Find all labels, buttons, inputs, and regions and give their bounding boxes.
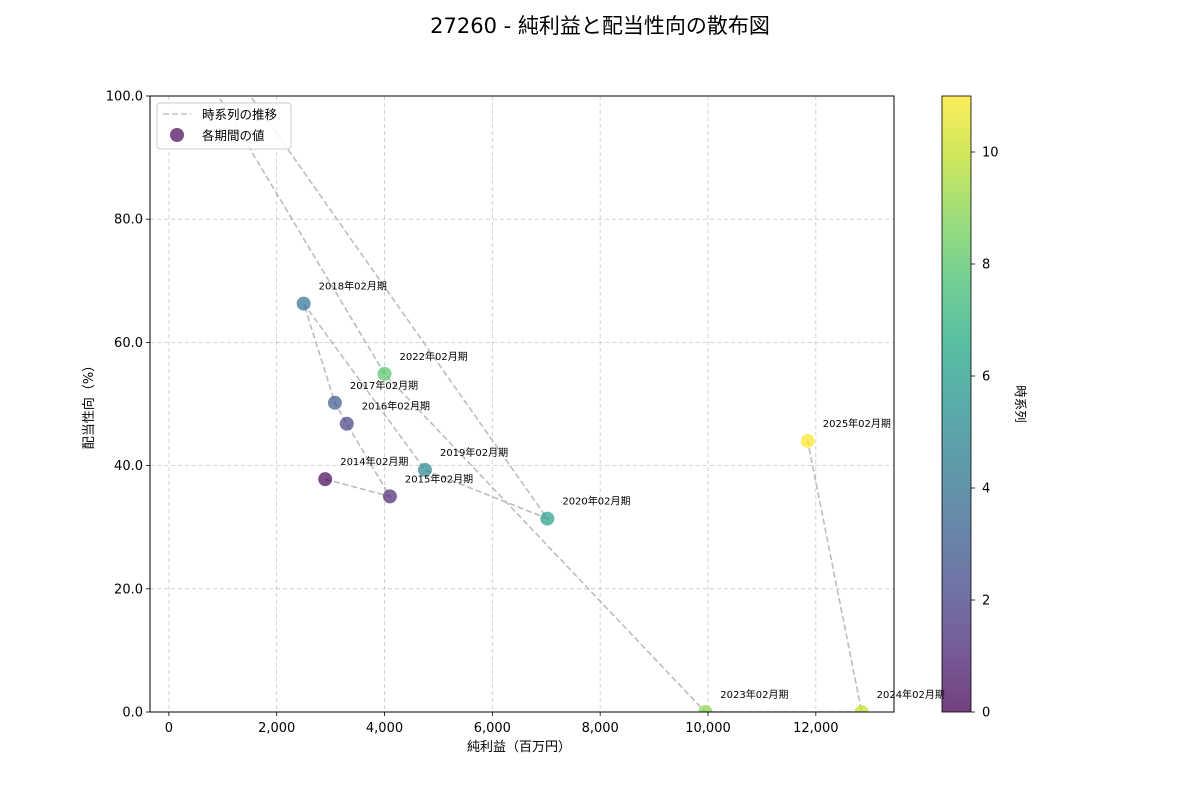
plot-frame (149, 95, 895, 713)
x-tick-label: 12,000 (793, 721, 839, 736)
data-point (698, 705, 713, 712)
time-series-line (217, 96, 863, 712)
colorbar-tick-label: 2 (982, 594, 990, 609)
y-axis-label: 配当性向（%） (81, 359, 97, 449)
y-axis-ticks: 0.0 20.0 40.0 60.0 80.0 100.0 (106, 90, 150, 721)
legend-marker-swatch (170, 128, 184, 142)
y-tick-label: 100.0 (106, 90, 143, 105)
legend-label-path: 時系列の推移 (202, 107, 277, 122)
colorbar-tick-label: 0 (982, 706, 990, 721)
colorbar-tick-label: 10 (982, 146, 999, 161)
data-point (339, 416, 354, 431)
x-tick-label: 0 (165, 721, 173, 736)
point-labels: 2014年02月期 2015年02月期 2016年02月期 2017年02月期 2018… (319, 280, 945, 701)
data-point-label: 2018年02月期 (319, 280, 387, 293)
data-point (377, 366, 392, 381)
data-point (540, 511, 555, 526)
x-axis-label: 純利益（百万円） (467, 740, 571, 755)
y-tick-label: 40.0 (114, 459, 143, 474)
colorbar-ticks: 0 2 4 6 8 10 (971, 146, 999, 721)
colorbar-label: 時系列 (1013, 385, 1028, 423)
data-point (382, 489, 397, 504)
y-tick-label: 20.0 (114, 582, 143, 597)
scatter-points: 2021年02月期 (296, 296, 869, 712)
x-axis-ticks: 0 2,000 4,000 6,000 8,000 10,000 12,000 (165, 712, 839, 736)
legend: 時系列の推移 各期間の値 (156, 102, 292, 150)
y-tick-label: 80.0 (114, 213, 143, 228)
data-point (854, 705, 869, 712)
legend-label-points: 各期間の値 (202, 128, 265, 143)
data-point-label: 2015年02月期 (405, 472, 473, 485)
colorbar-tick-label: 6 (982, 370, 990, 385)
data-point (296, 296, 311, 311)
colorbar-tick-label: 8 (982, 258, 990, 273)
data-point-label: 2024年02月期 (877, 688, 945, 701)
x-tick-label: 10,000 (685, 721, 731, 736)
data-point (327, 395, 342, 410)
data-point (417, 462, 432, 477)
time-series-path (217, 96, 863, 712)
data-point-label: 2016年02月期 (362, 400, 430, 413)
data-point-label: 2022年02月期 (400, 350, 468, 363)
x-tick-label: 6,000 (474, 721, 511, 736)
data-point-label: 2017年02月期 (350, 379, 418, 392)
data-point-label: 2025年02月期 (823, 417, 891, 430)
chart-title: 27260 - 純利益と配当性向の散布図 (430, 14, 770, 38)
grid (150, 95, 894, 713)
colorbar (942, 96, 971, 712)
colorbar-tick-label: 4 (982, 482, 990, 497)
x-tick-label: 4,000 (366, 721, 403, 736)
data-point-label: 2020年02月期 (562, 495, 630, 508)
data-point (800, 433, 815, 448)
colorbar-frame (941, 95, 972, 713)
y-tick-label: 60.0 (114, 336, 143, 351)
x-tick-label: 2,000 (258, 721, 295, 736)
data-point-label: 2019年02月期 (440, 446, 508, 459)
data-point-label: 2023年02月期 (720, 688, 788, 701)
y-tick-label: 0.0 (122, 706, 143, 721)
data-point-label: 2014年02月期 (340, 455, 408, 468)
x-tick-label: 8,000 (582, 721, 619, 736)
data-point (318, 472, 333, 487)
